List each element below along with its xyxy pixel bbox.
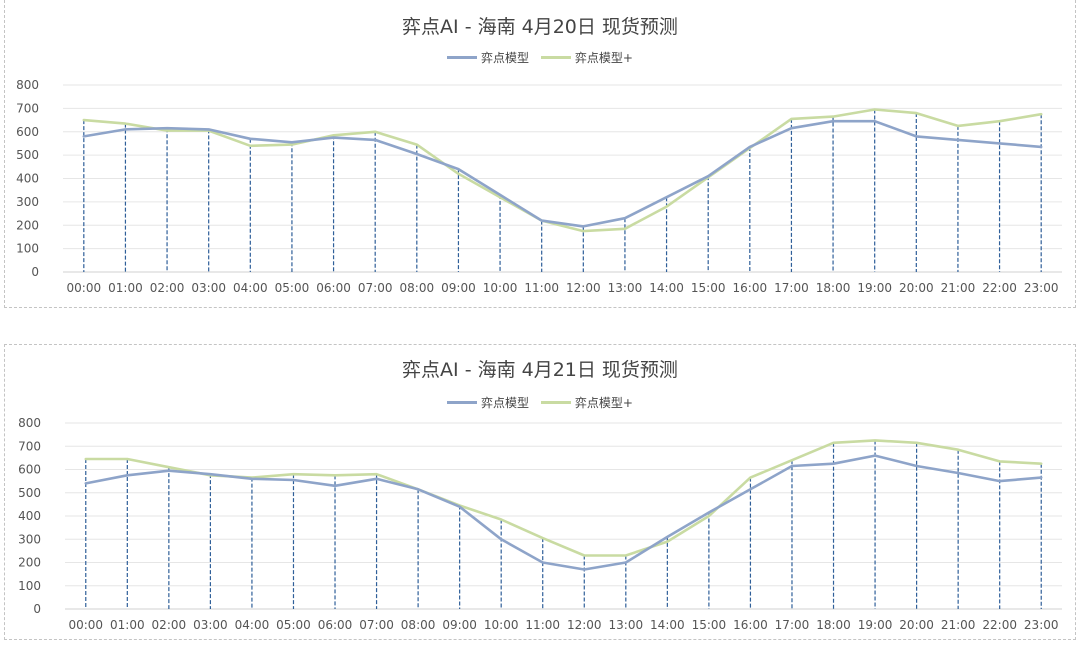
y-tick-label: 100 — [16, 242, 39, 256]
x-tick-label: 22:00 — [982, 281, 1017, 295]
x-tick-label: 09:00 — [442, 618, 477, 632]
y-tick-label: 400 — [16, 172, 39, 186]
x-tick-label: 09:00 — [441, 281, 476, 295]
x-tick-label: 13:00 — [608, 281, 643, 295]
line-chart-plot: 0 100 200 300 400 500 600 700 800 00:00 01:00 02:00… — [16, 78, 1062, 295]
x-tick-label: 17:00 — [775, 618, 810, 632]
legend-swatch-series-2 — [540, 56, 571, 59]
x-tick-label: 23:00 — [1024, 281, 1059, 295]
y-tick-label: 700 — [16, 101, 39, 115]
y-tick-label: 300 — [18, 532, 41, 546]
x-tick-label: 20:00 — [899, 618, 934, 632]
y-tick-label: 300 — [16, 195, 39, 209]
y-tick-label: 200 — [16, 218, 39, 232]
x-tick-label: 15:00 — [691, 281, 726, 295]
x-tick-label: 07:00 — [359, 618, 394, 632]
y-tick-label: 400 — [18, 509, 41, 523]
y-tick-label: 800 — [16, 78, 39, 92]
series-line-2 — [82, 108, 1043, 233]
legend-item-series-2[interactable]: 弈点模型+ — [540, 394, 633, 411]
y-tick-label: 600 — [18, 463, 41, 477]
x-tick-label: 18:00 — [816, 281, 851, 295]
x-tick-label: 08:00 — [401, 618, 436, 632]
legend-label-series-2: 弈点模型+ — [574, 51, 633, 65]
legend-swatch-series-1 — [447, 401, 478, 404]
x-tick-label: 16:00 — [733, 281, 768, 295]
x-tick-label: 03:00 — [191, 281, 226, 295]
y-tick-label: 100 — [18, 579, 41, 593]
x-tick-label: 03:00 — [193, 618, 228, 632]
x-tick-label: 02:00 — [150, 281, 185, 295]
legend-label-series-2: 弈点模型+ — [574, 396, 633, 410]
x-tick-label: 07:00 — [358, 281, 393, 295]
y-tick-label: 500 — [18, 486, 41, 500]
x-tick-label: 01:00 — [108, 281, 143, 295]
x-tick-label: 20:00 — [899, 281, 934, 295]
x-tick-label: 14:00 — [650, 618, 685, 632]
y-tick-label: 0 — [33, 602, 41, 616]
x-tick-label: 13:00 — [609, 618, 644, 632]
x-tick-label: 05:00 — [275, 281, 310, 295]
x-tick-label: 01:00 — [110, 618, 145, 632]
legend-item-series-2[interactable]: 弈点模型+ — [540, 49, 633, 66]
x-tick-label: 14:00 — [649, 281, 684, 295]
series-line-2 — [84, 439, 1043, 557]
x-tick-label: 05:00 — [276, 618, 311, 632]
legend-swatch-series-2 — [540, 401, 571, 404]
legend-label-series-1: 弈点模型 — [481, 51, 530, 65]
series-line-1 — [82, 119, 1043, 228]
x-tick-label: 08:00 — [400, 281, 435, 295]
chart-panel-1: 弈点AI - 海南 4月20日 现货预测 弈点模型 弈点模型+ 0 100 200 3… — [4, 0, 1076, 308]
y-tick-label: 800 — [18, 416, 41, 430]
x-tick-label: 22:00 — [982, 618, 1017, 632]
x-tick-label: 23:00 — [1024, 618, 1059, 632]
chart-panel-2: 弈点AI - 海南 4月21日 现货预测 弈点模型 弈点模型+ 0 100 200 3… — [4, 344, 1076, 640]
x-tick-label: 10:00 — [483, 281, 518, 295]
x-tick-label: 00:00 — [67, 281, 102, 295]
line-chart-plot: 0 100 200 300 400 500 600 700 800 00:00 01:00 02:00… — [18, 416, 1062, 632]
legend-swatch-series-1 — [447, 56, 478, 59]
x-tick-label: 04:00 — [235, 618, 270, 632]
x-tick-label: 02:00 — [152, 618, 187, 632]
chart-legend: 弈点模型 弈点模型+ — [5, 393, 1075, 411]
x-tick-label: 06:00 — [318, 618, 353, 632]
x-tick-label: 00:00 — [68, 618, 103, 632]
x-tick-label: 11:00 — [525, 618, 560, 632]
chart-title: 弈点AI - 海南 4月21日 现货预测 — [402, 359, 678, 381]
x-tick-label: 21:00 — [941, 281, 976, 295]
y-tick-label: 500 — [16, 148, 39, 162]
legend-item-series-1[interactable]: 弈点模型 — [447, 49, 529, 66]
y-tick-label: 600 — [16, 125, 39, 139]
y-tick-label: 0 — [31, 265, 39, 279]
chart-legend: 弈点模型 弈点模型+ — [5, 48, 1075, 66]
chart-title: 弈点AI - 海南 4月20日 现货预测 — [402, 16, 678, 38]
x-tick-label: 04:00 — [233, 281, 268, 295]
x-tick-label: 06:00 — [316, 281, 351, 295]
x-tick-label: 15:00 — [692, 618, 727, 632]
x-tick-label: 19:00 — [857, 281, 892, 295]
x-tick-label: 18:00 — [816, 618, 851, 632]
x-tick-label: 21:00 — [941, 618, 976, 632]
x-tick-label: 19:00 — [858, 618, 893, 632]
x-tick-label: 12:00 — [566, 281, 601, 295]
x-tick-label: 11:00 — [524, 281, 559, 295]
x-tick-label: 12:00 — [567, 618, 602, 632]
x-tick-label: 10:00 — [484, 618, 519, 632]
legend-label-series-1: 弈点模型 — [481, 396, 530, 410]
y-tick-label: 200 — [18, 556, 41, 570]
series-line-1 — [84, 454, 1043, 571]
y-tick-label: 700 — [18, 439, 41, 453]
legend-item-series-1[interactable]: 弈点模型 — [447, 394, 529, 411]
x-tick-label: 17:00 — [774, 281, 809, 295]
x-tick-label: 16:00 — [733, 618, 768, 632]
